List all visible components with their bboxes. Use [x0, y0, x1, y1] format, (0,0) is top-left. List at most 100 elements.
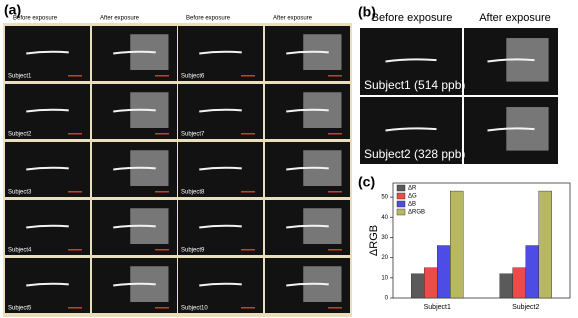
column-header: Before exposure	[372, 12, 453, 24]
scale-mark	[68, 249, 82, 251]
sample-strip	[286, 108, 329, 113]
x-tick-label: Subject1	[424, 304, 451, 311]
scale-mark	[155, 307, 169, 309]
legend-swatch	[396, 192, 406, 200]
bar	[411, 273, 425, 299]
sample-strip	[26, 282, 69, 287]
y-tick-label: 10	[381, 275, 388, 281]
subject-label: Subject6	[181, 74, 205, 80]
subject-label: Subject3	[8, 190, 32, 196]
sample-strip	[199, 50, 242, 55]
sample-strip	[113, 50, 156, 55]
sample-strip	[26, 166, 69, 171]
panel-label: (b)	[358, 4, 376, 20]
column-header: Before exposure	[186, 16, 231, 22]
y-tick-label: 50	[381, 195, 388, 201]
bar	[437, 245, 451, 299]
legend-label: ΔR	[408, 186, 417, 192]
sample-strip	[113, 224, 156, 229]
sample-strip	[199, 166, 242, 171]
bar	[512, 267, 526, 299]
column-header: Before exposure	[13, 16, 58, 22]
bar	[538, 190, 552, 299]
subject-label: Subject4	[8, 248, 32, 254]
legend-swatch	[396, 184, 406, 192]
scale-mark	[241, 307, 255, 309]
y-tick-label: 30	[381, 235, 388, 241]
y-tick-label: 0	[385, 296, 389, 302]
y-tick-label: 20	[381, 255, 388, 261]
subject-label: Subject1	[8, 74, 32, 80]
sample-strip	[286, 50, 329, 55]
sample-strip	[286, 282, 329, 287]
photo	[360, 97, 462, 164]
plot-frame	[392, 182, 571, 299]
sample-strip	[385, 58, 437, 63]
legend-swatch	[396, 208, 406, 216]
scale-mark	[241, 75, 255, 77]
photo	[5, 258, 90, 313]
scale-mark	[328, 249, 342, 251]
panel-label: (a)	[4, 2, 21, 18]
scale-mark	[328, 75, 342, 77]
legend-label: ΔG	[408, 194, 417, 200]
scale-mark	[241, 249, 255, 251]
subject-label: Subject8	[181, 190, 205, 196]
sample-strip	[199, 108, 242, 113]
subject-label: Subject2 (328 ppb)	[364, 147, 465, 161]
y-tick-label: 40	[381, 215, 388, 221]
photo	[178, 84, 263, 139]
scale-mark	[328, 133, 342, 135]
scale-mark	[155, 75, 169, 77]
photo	[178, 200, 263, 255]
photo	[178, 258, 263, 313]
subject-label: Subject5	[8, 306, 32, 312]
subject-label: Subject9	[181, 248, 205, 254]
subject-label: Subject2	[8, 132, 32, 138]
legend-swatch	[396, 200, 406, 208]
sample-strip	[113, 166, 156, 171]
sample-strip	[113, 282, 156, 287]
legend-label: ΔB	[408, 202, 416, 208]
scale-mark	[68, 307, 82, 309]
sample-strip	[286, 224, 329, 229]
photo	[5, 142, 90, 197]
y-axis-label: ΔRGB	[368, 225, 380, 256]
column-header: After exposure	[100, 16, 140, 22]
photo	[178, 26, 263, 81]
photo	[360, 28, 462, 95]
bar	[450, 190, 464, 299]
sample-strip	[385, 127, 437, 132]
sample-strip	[487, 58, 535, 63]
sample-strip	[26, 108, 69, 113]
subject-label: Subject7	[181, 132, 205, 138]
scale-mark	[68, 191, 82, 193]
subject-label: Subject1 (514 ppb)	[364, 78, 465, 92]
photo	[5, 84, 90, 139]
subject-label: Subject10	[181, 306, 208, 312]
bar	[499, 273, 513, 299]
legend-label: ΔRGB	[408, 210, 425, 216]
scale-mark	[328, 307, 342, 309]
photo	[5, 26, 90, 81]
sample-strip	[286, 166, 329, 171]
scale-mark	[68, 133, 82, 135]
sample-strip	[113, 108, 156, 113]
scale-mark	[155, 191, 169, 193]
sample-strip	[199, 282, 242, 287]
panel-label: (c)	[358, 174, 375, 190]
column-header: After exposure	[273, 16, 313, 22]
sample-strip	[199, 224, 242, 229]
sample-strip	[26, 50, 69, 55]
scale-mark	[155, 133, 169, 135]
scale-mark	[328, 191, 342, 193]
scale-mark	[241, 133, 255, 135]
scale-mark	[155, 249, 169, 251]
scale-mark	[241, 191, 255, 193]
sample-strip	[26, 224, 69, 229]
photo	[5, 200, 90, 255]
column-header: After exposure	[479, 12, 551, 24]
scale-mark	[68, 75, 82, 77]
bar	[424, 267, 438, 299]
